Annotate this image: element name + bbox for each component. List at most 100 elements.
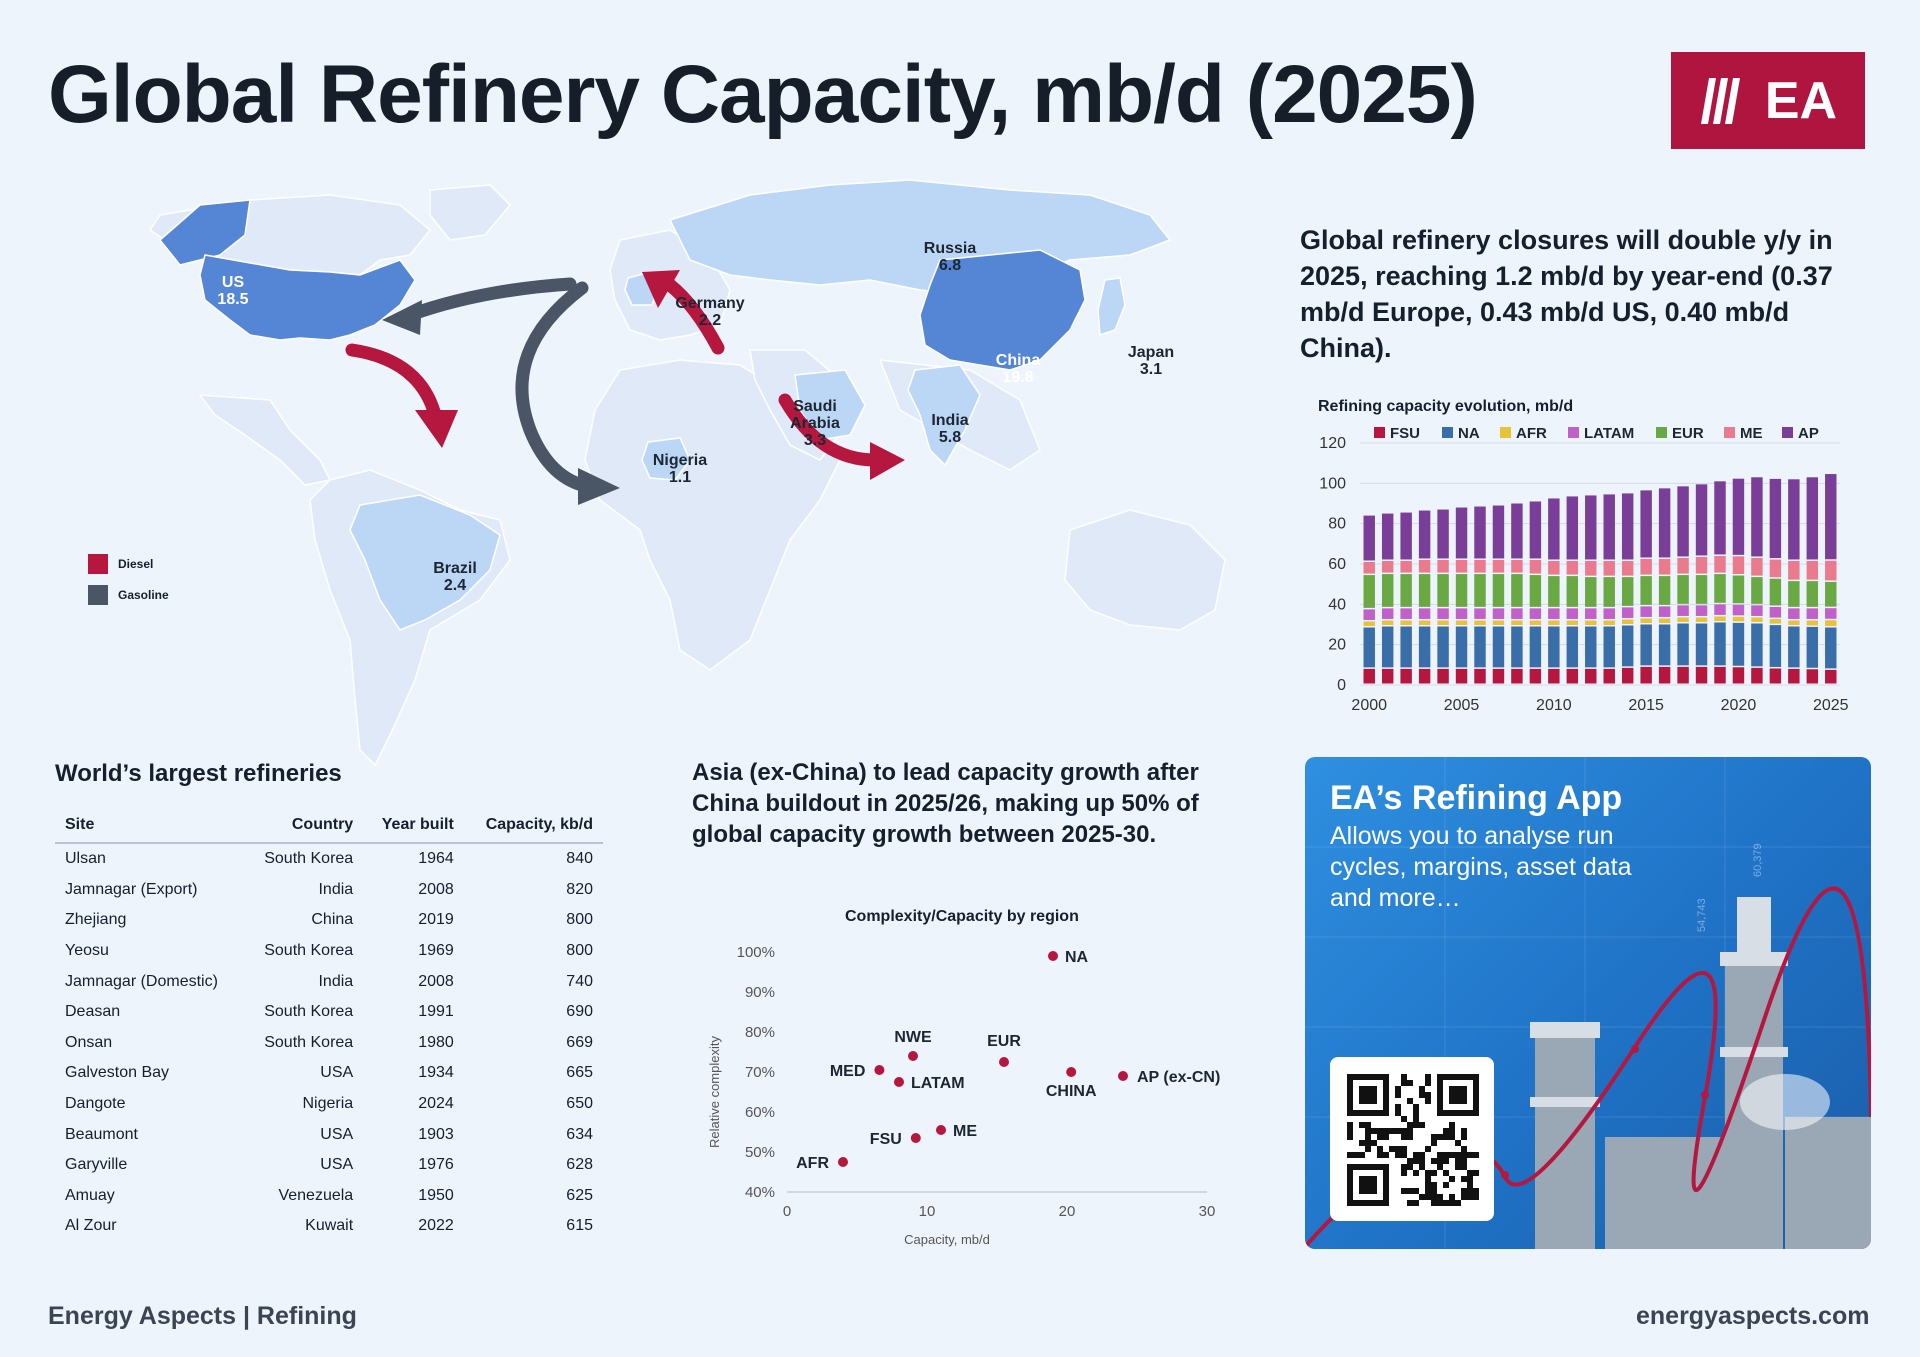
- bar-segment-fsu: [1621, 667, 1634, 684]
- bar-segment-fsu: [1529, 668, 1542, 684]
- bar-segment-eur: [1363, 575, 1375, 608]
- cell-country: South Korea: [264, 850, 354, 868]
- bar-segment-eur: [1714, 574, 1726, 603]
- bar-segment-ap: [1511, 503, 1523, 559]
- bar-segment-ap: [1732, 478, 1745, 555]
- cell-country: South Korea: [264, 1033, 354, 1051]
- bar-segment-latam: [1603, 608, 1615, 619]
- bar-segment-fsu: [1825, 669, 1837, 684]
- bar-segment-na: [1603, 626, 1615, 668]
- bar-segment-me: [1455, 559, 1468, 573]
- cell-country: USA: [320, 1064, 354, 1082]
- bar-segment-na: [1455, 626, 1468, 668]
- bar-segment-afr: [1381, 620, 1394, 626]
- bar-segment-latam: [1381, 608, 1394, 619]
- scatter-y-tick-label: 40%: [745, 1184, 775, 1201]
- legend-swatch-fsu: [1374, 427, 1385, 438]
- bar-segment-me: [1658, 558, 1671, 575]
- cell-capacity: 800: [566, 942, 593, 960]
- bar-segment-latam: [1714, 604, 1726, 615]
- bar-segment-na: [1714, 622, 1726, 666]
- bar-x-tick-label: 2010: [1536, 697, 1572, 714]
- cell-country: India: [318, 972, 354, 990]
- cell-capacity: 634: [566, 1125, 593, 1143]
- bar-segment-na: [1363, 627, 1375, 668]
- bar-segment-latam: [1769, 606, 1782, 618]
- qr-code[interactable]: [1330, 1057, 1494, 1221]
- bar-segment-ap: [1658, 488, 1671, 558]
- table-row: Dangote Nigeria 2024 650: [55, 1089, 603, 1120]
- bar-segment-na: [1677, 623, 1689, 666]
- bar-segment-eur: [1418, 574, 1431, 607]
- bar-y-tick-label: 0: [1337, 677, 1346, 694]
- complexity-scatter-chart: 40% 50% 60% 70% 80% 90% 100% 0 10 20 30 Capacity, m…: [707, 944, 1220, 1247]
- scatter-y-tick-label: 50%: [745, 1144, 775, 1161]
- bar-segment-me: [1769, 559, 1782, 578]
- bar-segment-latam: [1751, 605, 1763, 616]
- scatter-x-axis-label: Capacity, mb/d: [904, 1232, 990, 1247]
- bar-segment-latam: [1474, 608, 1486, 619]
- scatter-y-tick-label: 60%: [745, 1104, 775, 1121]
- cell-country: India: [318, 880, 354, 898]
- bar-segment-afr: [1658, 618, 1671, 623]
- legend-swatch-latam: [1568, 427, 1579, 438]
- bar-segment-latam: [1695, 605, 1708, 616]
- map-legend-diesel: Diesel: [88, 554, 153, 574]
- bar-segment-me: [1363, 561, 1375, 574]
- cell-country: Venezuela: [278, 1186, 354, 1204]
- bar-segment-ap: [1585, 495, 1597, 560]
- bar-segment-eur: [1695, 575, 1708, 604]
- bar-segment-fsu: [1381, 668, 1394, 684]
- bar-segment-me: [1621, 560, 1634, 576]
- scatter-point-label: AP (ex-CN): [1137, 1069, 1220, 1086]
- bar-y-tick-label: 20: [1328, 637, 1346, 654]
- bar-segment-fsu: [1695, 666, 1708, 684]
- bar-segment-fsu: [1732, 667, 1745, 684]
- bar-segment-eur: [1585, 577, 1597, 607]
- legend-swatch-ap: [1782, 427, 1793, 438]
- bar-segment-ap: [1751, 477, 1763, 557]
- col-year: Year built: [363, 810, 464, 844]
- table-row: Galveston Bay USA 1934 665: [55, 1058, 603, 1089]
- bar-segment-fsu: [1492, 668, 1505, 684]
- scatter-point-label: MED: [830, 1063, 866, 1080]
- cell-capacity: 665: [566, 1064, 593, 1082]
- app-title: EA’s Refining App: [1330, 779, 1623, 817]
- scatter-point-label: ME: [953, 1123, 977, 1140]
- region-label-japan: Japan 3.1: [1127, 344, 1175, 378]
- bar-segment-na: [1825, 627, 1837, 669]
- qr-code-icon: [1347, 1074, 1479, 1206]
- capacity-evolution-chart: 0 20 40 60 80 100 120 2000 2005 2010 2015 2020 2025 F…: [1319, 425, 1848, 714]
- bar-segment-fsu: [1585, 668, 1597, 684]
- bar-segment-na: [1548, 626, 1560, 668]
- bar-segment-ap: [1418, 510, 1431, 559]
- cell-capacity: 690: [566, 1003, 593, 1021]
- bar-segment-na: [1695, 623, 1708, 666]
- bar-segment-me: [1400, 560, 1412, 573]
- ea-logo[interactable]: EA: [1671, 52, 1865, 149]
- scatter-point: [910, 1133, 921, 1143]
- bar-segment-ap: [1714, 481, 1726, 555]
- bar-segment-na: [1474, 626, 1486, 668]
- bar-segment-eur: [1455, 574, 1468, 607]
- bar-segment-me: [1695, 556, 1708, 574]
- refining-app-card[interactable]: 54,743 60,379 EA’s Refining App Allows y…: [1305, 757, 1871, 1249]
- bar-segment-afr: [1363, 621, 1375, 627]
- bar-segment-ap: [1400, 512, 1412, 560]
- bar-segment-ap: [1492, 505, 1505, 559]
- bar-segment-latam: [1400, 608, 1412, 619]
- app-background-art: 54,743 60,379: [1305, 757, 1871, 1249]
- scatter-chart-title: Complexity/Capacity by region: [845, 908, 1079, 925]
- bar-segment-afr: [1492, 620, 1505, 626]
- scatter-point: [1118, 1071, 1128, 1081]
- bar-segment-afr: [1418, 620, 1431, 626]
- bar-segment-afr: [1400, 620, 1412, 626]
- bar-segment-me: [1437, 559, 1449, 573]
- cell-year: 1991: [418, 1003, 454, 1021]
- logo-text: EA: [1764, 71, 1838, 130]
- table-row: Amuay Venezuela 1950 625: [55, 1181, 603, 1212]
- bar-segment-afr: [1511, 620, 1523, 626]
- footer-website-link[interactable]: energyaspects.com: [1636, 1302, 1870, 1330]
- bar-segment-afr: [1529, 620, 1542, 626]
- legend-label-na: NA: [1458, 425, 1480, 442]
